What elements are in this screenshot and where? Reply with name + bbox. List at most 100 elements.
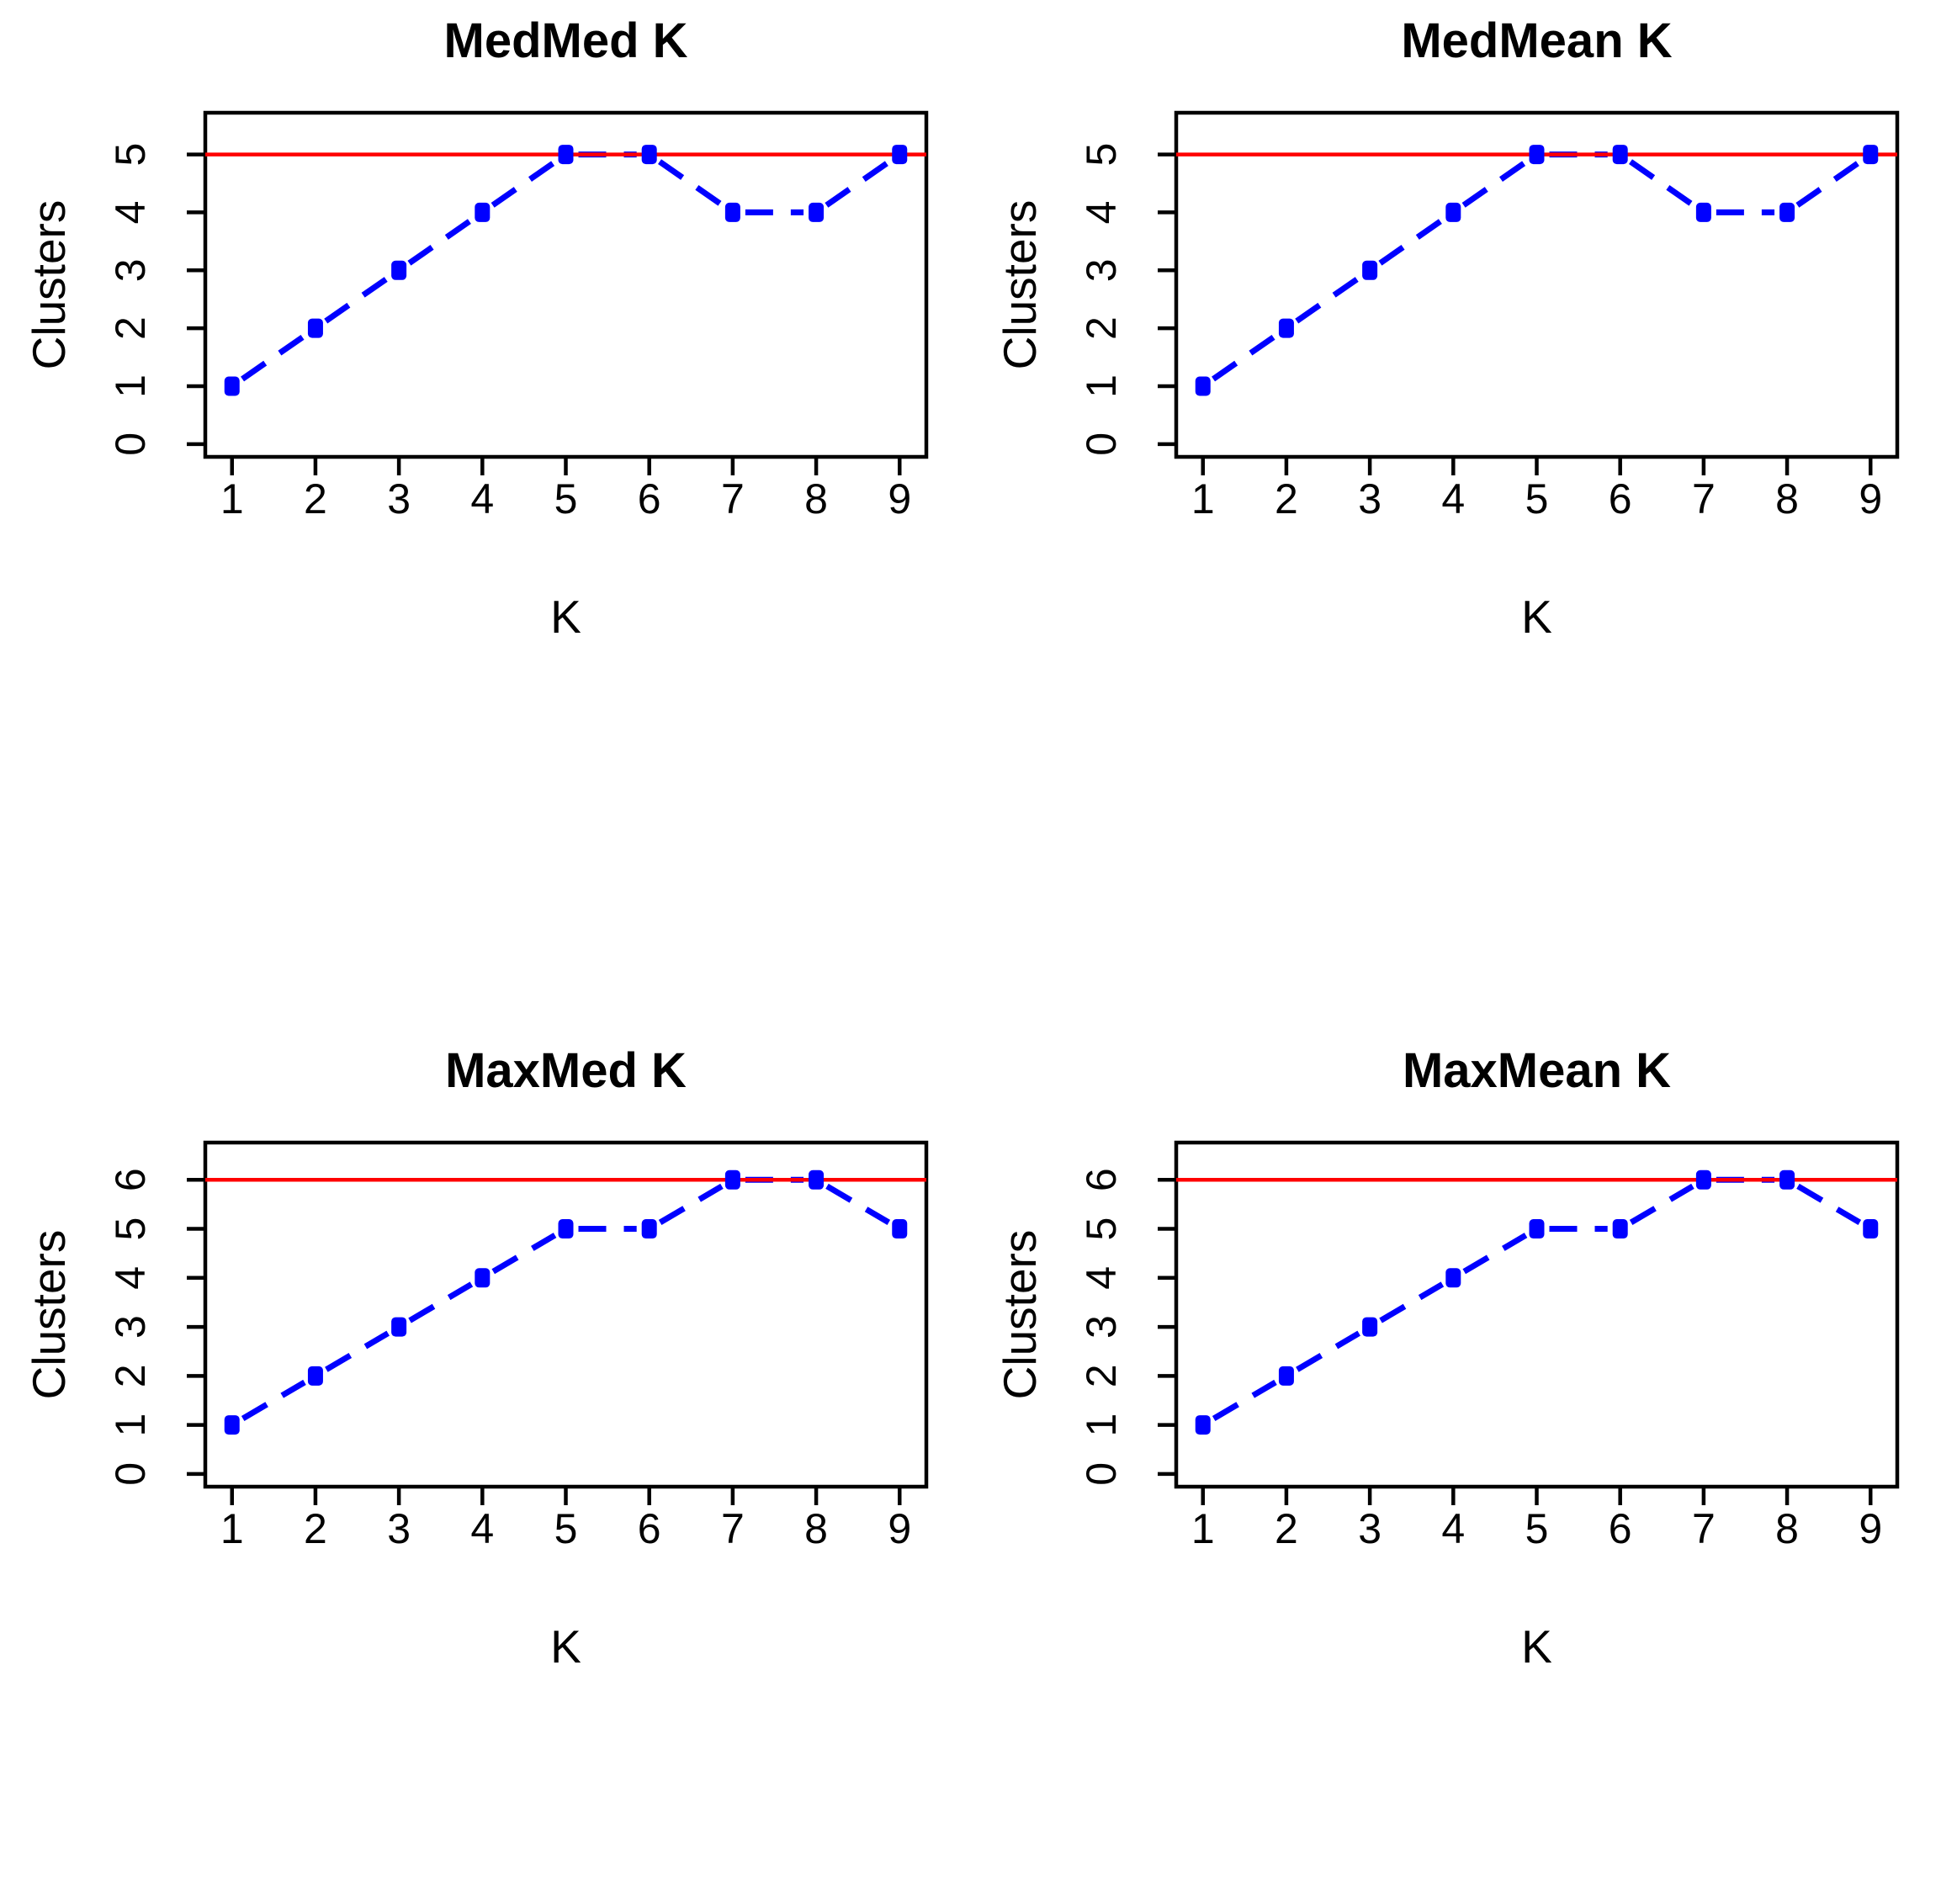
data-point (224, 1414, 240, 1435)
data-points (1195, 1169, 1878, 1435)
x-tick-label: 9 (1859, 475, 1882, 522)
panel-medmean-k: MedMean K 1 2 3 4 5 6 7 8 9 K 0 1 2 3 4 5 Clusters (971, 0, 1941, 952)
line-segment (241, 332, 307, 382)
x-tick-label: 5 (554, 475, 578, 522)
plot-box (203, 1140, 929, 1488)
panel-maxmean-k: MaxMean K 1 2 3 4 5 6 7 8 9 K 0 1 2 3 4 5 6 Clusters (971, 952, 1941, 1904)
x-axis: 1 2 3 4 5 6 7 8 9 K (220, 457, 911, 643)
x-axis-title: K (1521, 1620, 1552, 1673)
x-tick-label: 4 (470, 1505, 494, 1552)
x-axis-title: K (550, 591, 581, 643)
line-segment (825, 1183, 891, 1225)
x-tick-label: 9 (888, 1505, 911, 1552)
x-tick-label: 4 (470, 475, 494, 522)
data-point (1612, 145, 1628, 165)
y-tick-label: 5 (1078, 1217, 1125, 1240)
x-tick-label: 3 (387, 475, 411, 522)
x-tick-label: 7 (1691, 475, 1715, 522)
line-segment (1795, 1183, 1861, 1225)
data-point (1195, 376, 1211, 396)
line-segment (1378, 1281, 1444, 1323)
x-tick-label: 6 (638, 1505, 661, 1552)
y-tick-label: 6 (107, 1168, 154, 1191)
maxmean-k-chart: MaxMean K 1 2 3 4 5 6 7 8 9 K 0 1 2 3 4 5 6 Clusters (994, 1043, 1899, 1673)
y-tick-label: 1 (107, 1413, 154, 1436)
line-segment (1295, 1330, 1360, 1372)
x-tick-label: 7 (721, 475, 745, 522)
plot-box (203, 110, 929, 459)
data-point (1612, 1218, 1628, 1238)
line-segment (1461, 159, 1528, 208)
line-segment (1212, 1379, 1277, 1421)
x-tick-label: 6 (638, 475, 661, 522)
panel-title: MedMean K (1401, 13, 1672, 68)
data-point (1445, 1267, 1461, 1287)
x-tick-label: 6 (1608, 1505, 1631, 1552)
data-point (307, 318, 323, 338)
data-point (809, 1169, 825, 1190)
x-tick-label: 8 (1775, 1505, 1799, 1552)
y-tick-label: 5 (1078, 143, 1125, 167)
x-tick-label: 1 (1191, 1505, 1214, 1552)
x-tick-label: 3 (387, 1505, 411, 1552)
plot-box (1174, 110, 1899, 459)
plot-area: MaxMed K 1 2 3 4 5 6 7 8 9 K 0 1 2 3 4 5 6 Clusters (23, 1043, 929, 1673)
data-point (892, 1218, 908, 1238)
data-point (1862, 145, 1878, 165)
line-segment (825, 159, 891, 208)
y-tick-label: 1 (107, 374, 154, 398)
line-segment (491, 1232, 557, 1274)
data-point (1779, 1169, 1795, 1190)
y-tick-label: 2 (107, 1364, 154, 1387)
panel-title: MaxMed K (445, 1043, 687, 1098)
y-tick-label: 3 (1078, 1315, 1125, 1339)
data-point (1278, 318, 1294, 338)
data-point (391, 1317, 407, 1337)
line-segment (1795, 159, 1862, 208)
y-tick-label: 0 (1078, 432, 1125, 456)
data-line (241, 1176, 891, 1421)
line-segment (658, 159, 724, 208)
x-tick-label: 2 (304, 1505, 327, 1552)
x-axis-title: K (550, 1620, 581, 1673)
y-tick-label: 1 (1078, 374, 1125, 398)
line-segment (1461, 1232, 1527, 1274)
panel-title: MedMed K (444, 13, 688, 68)
line-segment (1211, 332, 1278, 382)
medmean-k-chart: MedMean K 1 2 3 4 5 6 7 8 9 K 0 1 2 3 4 5 Clusters (994, 13, 1899, 643)
line-segment (408, 1281, 474, 1323)
line-segment (658, 1183, 724, 1225)
data-point (475, 202, 491, 222)
x-tick-label: 2 (1275, 1505, 1298, 1552)
x-tick-label: 3 (1358, 1505, 1382, 1552)
data-points (224, 145, 908, 396)
data-point (475, 1267, 491, 1287)
y-axis: 0 1 2 3 4 5 Clusters (23, 143, 205, 456)
plot-area: MedMed K 1 2 3 4 5 6 7 8 9 K 0 1 2 3 4 5 Clusters (23, 13, 929, 643)
data-point (1529, 145, 1544, 165)
x-tick-label: 7 (721, 1505, 745, 1552)
y-tick-label: 5 (107, 1217, 154, 1240)
data-point (1695, 1169, 1711, 1190)
data-point (641, 145, 657, 165)
y-tick-label: 6 (1078, 1168, 1125, 1191)
data-line (241, 151, 891, 382)
line-segment (325, 1330, 390, 1372)
data-point (558, 1218, 574, 1238)
y-axis-title: Clusters (23, 200, 75, 370)
panel-medmed-k: MedMed K 1 2 3 4 5 6 7 8 9 K 0 1 2 3 4 5 Clusters (0, 0, 971, 952)
line-segment (1294, 274, 1361, 324)
y-tick-label: 4 (107, 1265, 154, 1289)
data-line (1211, 151, 1862, 382)
x-tick-label: 5 (554, 1505, 578, 1552)
plot-area: MedMean K 1 2 3 4 5 6 7 8 9 K 0 1 2 3 4 5 Clusters (994, 13, 1899, 643)
data-point (809, 202, 825, 222)
data-point (1361, 260, 1377, 280)
x-axis: 1 2 3 4 5 6 7 8 9 K (1191, 1486, 1882, 1673)
y-tick-label: 3 (1078, 258, 1125, 282)
x-tick-label: 1 (220, 1505, 244, 1552)
y-axis-title: Clusters (994, 1229, 1046, 1399)
plot-area: MaxMean K 1 2 3 4 5 6 7 8 9 K 0 1 2 3 4 5 6 Clusters (994, 1043, 1899, 1673)
data-point (892, 145, 908, 165)
